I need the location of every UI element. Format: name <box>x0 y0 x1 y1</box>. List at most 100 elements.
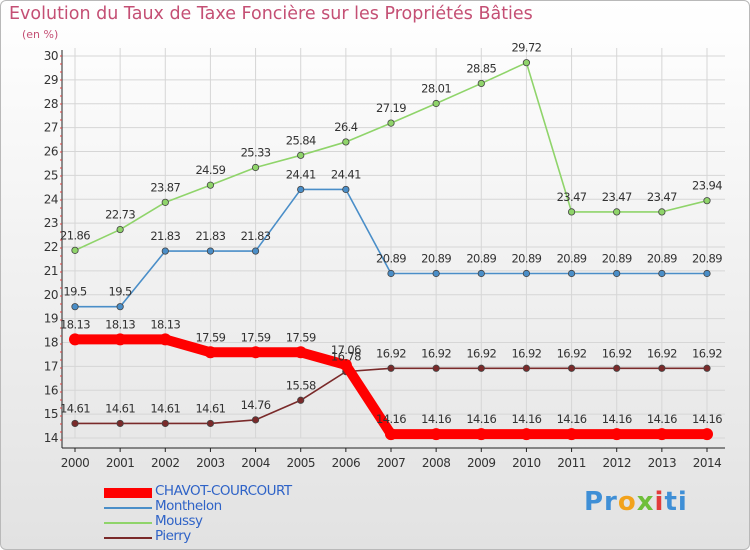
legend-label: Moussy <box>155 513 203 529</box>
data-label: 16.92 <box>511 346 541 360</box>
data-point[interactable] <box>703 197 711 205</box>
data-label: 24.41 <box>331 167 361 181</box>
data-point[interactable] <box>116 303 124 311</box>
y-tick-label: 27 <box>44 121 58 135</box>
data-point[interactable] <box>522 364 531 372</box>
data-point[interactable] <box>251 163 260 172</box>
data-point[interactable] <box>522 269 531 278</box>
data-point[interactable] <box>477 364 485 372</box>
data-point[interactable] <box>204 346 217 359</box>
data-point[interactable] <box>613 364 621 372</box>
x-tick-label: 2012 <box>602 456 631 470</box>
logo-letter: x <box>636 487 655 517</box>
data-point[interactable] <box>71 246 79 254</box>
data-point[interactable] <box>251 416 260 424</box>
x-tick-label: 2007 <box>377 456 406 470</box>
data-label: 21.83 <box>241 229 271 243</box>
data-point[interactable] <box>385 428 397 441</box>
data-point[interactable] <box>159 333 172 346</box>
data-point[interactable] <box>567 208 576 216</box>
data-label: 20.89 <box>602 252 632 266</box>
data-point[interactable] <box>206 419 215 428</box>
data-point[interactable] <box>116 419 124 428</box>
data-point[interactable] <box>430 428 443 441</box>
data-label: 19.5 <box>63 285 86 299</box>
data-label: 23.47 <box>602 190 632 204</box>
data-point[interactable] <box>294 346 307 359</box>
y-tick-label: 20 <box>44 288 58 302</box>
data-label: 29.72 <box>511 41 541 55</box>
data-point[interactable] <box>658 208 666 216</box>
data-point[interactable] <box>703 364 711 372</box>
y-tick-label: 14 <box>44 431 58 445</box>
data-point[interactable] <box>522 59 531 67</box>
data-point[interactable] <box>206 181 215 189</box>
data-point[interactable] <box>161 247 169 255</box>
data-point[interactable] <box>339 358 352 371</box>
data-point[interactable] <box>520 428 533 441</box>
x-tick-label: 2002 <box>151 456 180 470</box>
data-label: 20.89 <box>511 252 541 266</box>
data-label: 17.59 <box>286 330 316 344</box>
data-label: 16.78 <box>331 350 361 364</box>
data-point[interactable] <box>387 364 395 372</box>
data-label: 24.41 <box>286 167 316 181</box>
data-point[interactable] <box>161 419 169 428</box>
data-label: 14.16 <box>692 412 722 426</box>
data-point[interactable] <box>655 428 668 441</box>
data-point[interactable] <box>71 419 79 428</box>
data-label: 14.16 <box>376 412 406 426</box>
data-label: 14.16 <box>421 412 451 426</box>
logo-letter: o <box>617 487 637 517</box>
data-point[interactable] <box>161 198 169 206</box>
data-point[interactable] <box>477 269 485 278</box>
data-label: 25.33 <box>241 145 271 159</box>
data-label: 18.13 <box>105 317 135 331</box>
data-point[interactable] <box>658 269 666 278</box>
data-point[interactable] <box>251 247 260 255</box>
data-point[interactable] <box>249 346 262 359</box>
data-point[interactable] <box>69 333 81 346</box>
data-label: 25.84 <box>286 133 316 147</box>
legend-label: Monthelon <box>155 498 222 514</box>
data-point[interactable] <box>114 333 127 346</box>
data-point[interactable] <box>567 364 576 372</box>
data-point[interactable] <box>567 269 576 278</box>
data-point[interactable] <box>610 428 623 441</box>
logo-letter: ti <box>664 487 688 517</box>
data-point[interactable] <box>71 303 79 311</box>
data-point[interactable] <box>297 185 305 194</box>
y-tick-label: 18 <box>44 336 58 350</box>
data-point[interactable] <box>432 99 440 108</box>
data-label: 26.4 <box>334 120 357 134</box>
x-tick-label: 2009 <box>467 456 496 470</box>
data-point[interactable] <box>658 364 666 372</box>
data-point[interactable] <box>613 208 621 216</box>
data-point[interactable] <box>387 269 395 278</box>
data-point[interactable] <box>342 138 350 146</box>
y-tick-label: 24 <box>44 192 58 206</box>
data-point[interactable] <box>342 185 350 194</box>
data-point[interactable] <box>613 269 621 278</box>
data-point[interactable] <box>475 428 488 441</box>
data-label: 14.61 <box>105 401 135 415</box>
y-tick-label: 26 <box>44 145 58 159</box>
x-tick-label: 2006 <box>332 456 361 470</box>
data-point[interactable] <box>432 269 440 278</box>
data-point[interactable] <box>387 119 395 127</box>
data-point[interactable] <box>206 247 215 255</box>
data-point[interactable] <box>477 79 485 88</box>
data-point[interactable] <box>432 364 440 372</box>
data-point[interactable] <box>703 269 711 278</box>
data-point[interactable] <box>297 396 305 404</box>
data-point[interactable] <box>116 225 124 234</box>
data-point[interactable] <box>565 428 578 441</box>
data-label: 14.61 <box>195 401 225 415</box>
data-point[interactable] <box>297 151 305 159</box>
x-tick-label: 2001 <box>106 456 135 470</box>
y-tick-label: 30 <box>44 49 58 63</box>
data-label: 14.16 <box>557 412 587 426</box>
data-point[interactable] <box>701 428 713 441</box>
legend-label: Pierry <box>155 528 191 544</box>
